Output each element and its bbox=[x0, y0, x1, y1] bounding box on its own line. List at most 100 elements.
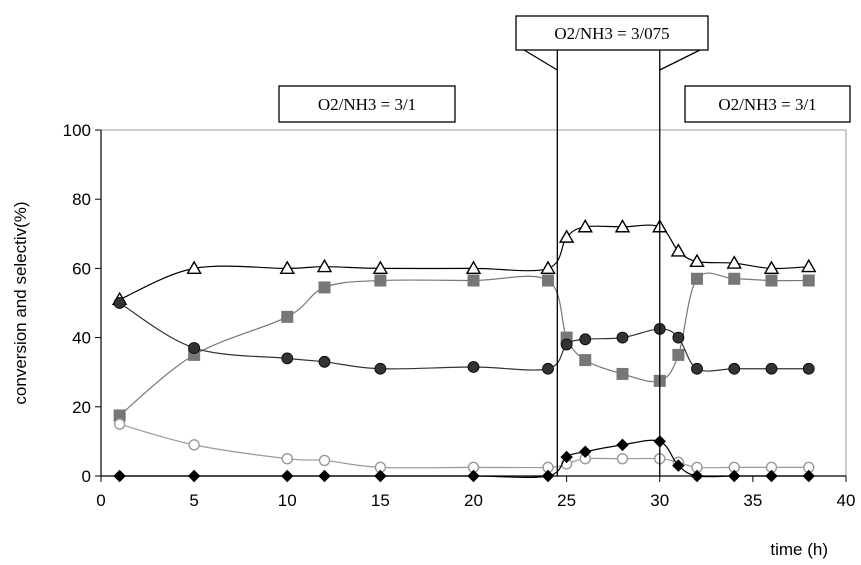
x-axis-label: time (h) bbox=[770, 540, 828, 559]
circle-marker bbox=[728, 362, 741, 375]
square-marker bbox=[579, 354, 592, 367]
circle-marker bbox=[672, 331, 685, 344]
diamond-marker bbox=[541, 469, 555, 483]
circle-marker bbox=[542, 362, 554, 375]
diamond-marker bbox=[374, 469, 387, 483]
triangle-marker bbox=[726, 255, 742, 269]
series-1 bbox=[111, 218, 817, 306]
diamond-marker bbox=[765, 469, 778, 483]
annotation-text: O2/NH3 = 3/1 bbox=[718, 95, 816, 114]
circle-marker bbox=[113, 297, 126, 309]
circle-marker bbox=[188, 342, 201, 354]
triangle-marker bbox=[316, 258, 333, 273]
open-circle-marker bbox=[113, 418, 126, 430]
triangle-marker bbox=[279, 260, 295, 274]
triangle-marker bbox=[801, 258, 817, 273]
x-tick-label: 25 bbox=[557, 491, 576, 510]
y-axis-label: conversion and selectiv(%) bbox=[11, 201, 30, 404]
square-marker bbox=[281, 310, 294, 323]
diamond-marker bbox=[616, 438, 629, 452]
y-tick-label: 40 bbox=[72, 329, 91, 348]
x-tick-label: 40 bbox=[837, 491, 856, 510]
triangle-marker bbox=[540, 260, 556, 274]
series-2 bbox=[113, 272, 815, 422]
square-marker bbox=[691, 272, 703, 285]
square-marker bbox=[374, 274, 387, 287]
square-marker bbox=[467, 274, 480, 287]
circle-marker bbox=[765, 362, 778, 375]
square-marker bbox=[616, 367, 629, 380]
series-layer bbox=[111, 218, 817, 483]
x-tick-label: 20 bbox=[464, 491, 483, 510]
annotation-right: O2/NH3 = 3/1 bbox=[684, 85, 851, 123]
annotation-box bbox=[515, 15, 709, 51]
triangle-marker bbox=[670, 243, 687, 257]
triangle-marker bbox=[614, 218, 631, 233]
diamond-marker bbox=[579, 445, 592, 458]
circle-marker bbox=[374, 362, 387, 375]
triangle-marker bbox=[186, 260, 202, 274]
square-marker bbox=[318, 281, 331, 294]
triangle-marker bbox=[372, 260, 389, 274]
circle-marker bbox=[281, 352, 294, 365]
diamond-marker bbox=[672, 459, 685, 472]
diamond-marker bbox=[560, 450, 573, 464]
circle-marker bbox=[318, 355, 331, 368]
annotation-text: O2/NH3 = 3/1 bbox=[318, 95, 416, 114]
diamond-marker bbox=[187, 469, 201, 483]
axes: 0 20 40 60 80 100 0 5 10 15 20 25 30 35 40 bbox=[63, 121, 856, 510]
circle-marker bbox=[616, 331, 629, 344]
triangle-marker bbox=[465, 260, 482, 274]
circle-marker bbox=[802, 362, 815, 375]
circle-marker bbox=[691, 362, 703, 375]
callout-line bbox=[523, 49, 558, 71]
y-tick-label: 60 bbox=[72, 259, 91, 278]
x-tick-label: 30 bbox=[650, 491, 669, 510]
series-line bbox=[119, 439, 809, 479]
triangle-marker bbox=[558, 229, 575, 243]
series-3 bbox=[113, 297, 815, 375]
annotation-box bbox=[684, 85, 851, 123]
open-circle-marker bbox=[318, 454, 331, 467]
series-line bbox=[119, 272, 809, 416]
circle-marker bbox=[560, 338, 573, 351]
plot-area bbox=[100, 129, 847, 477]
series-line bbox=[119, 302, 809, 372]
triangle-marker bbox=[763, 260, 780, 274]
square-marker bbox=[672, 348, 685, 361]
x-tick-label: 35 bbox=[743, 491, 762, 510]
y-tick-label: 0 bbox=[82, 467, 91, 486]
square-marker bbox=[802, 274, 815, 287]
series-4 bbox=[113, 418, 815, 474]
triangle-marker bbox=[689, 253, 705, 268]
callout-line bbox=[659, 49, 701, 71]
annotation-middle: O2/NH3 = 3/075 bbox=[515, 15, 709, 51]
annotation-box bbox=[278, 85, 456, 123]
x-tick-label: 0 bbox=[96, 491, 105, 510]
open-circle-marker bbox=[281, 453, 293, 465]
annotation-text: O2/NH3 = 3/075 bbox=[554, 24, 669, 43]
y-tick-label: 20 bbox=[72, 398, 91, 417]
square-marker bbox=[542, 274, 554, 287]
open-circle-marker bbox=[188, 439, 200, 451]
diamond-marker bbox=[728, 469, 741, 483]
square-marker bbox=[765, 274, 778, 287]
y-tick-label: 100 bbox=[63, 121, 91, 140]
series-5 bbox=[113, 435, 815, 483]
circle-marker bbox=[467, 361, 480, 373]
label-layer: time (h) conversion and selectiv(%) bbox=[11, 201, 828, 559]
circle-marker bbox=[579, 333, 592, 346]
annotation-left: O2/NH3 = 3/1 bbox=[278, 85, 456, 123]
x-tick-label: 10 bbox=[278, 491, 297, 510]
diamond-marker bbox=[318, 469, 331, 483]
open-circle-marker bbox=[616, 453, 629, 465]
square-marker bbox=[728, 272, 741, 285]
series-line bbox=[119, 224, 809, 301]
y-tick-label: 80 bbox=[72, 190, 91, 209]
diamond-marker bbox=[690, 469, 704, 483]
x-tick-label: 15 bbox=[371, 491, 390, 510]
diamond-marker bbox=[113, 469, 126, 483]
annotation-layer: O2/NH3 = 3/1 O2/NH3 = 3/075 O2/NH3 = 3/1 bbox=[278, 15, 851, 476]
triangle-marker bbox=[577, 218, 593, 233]
